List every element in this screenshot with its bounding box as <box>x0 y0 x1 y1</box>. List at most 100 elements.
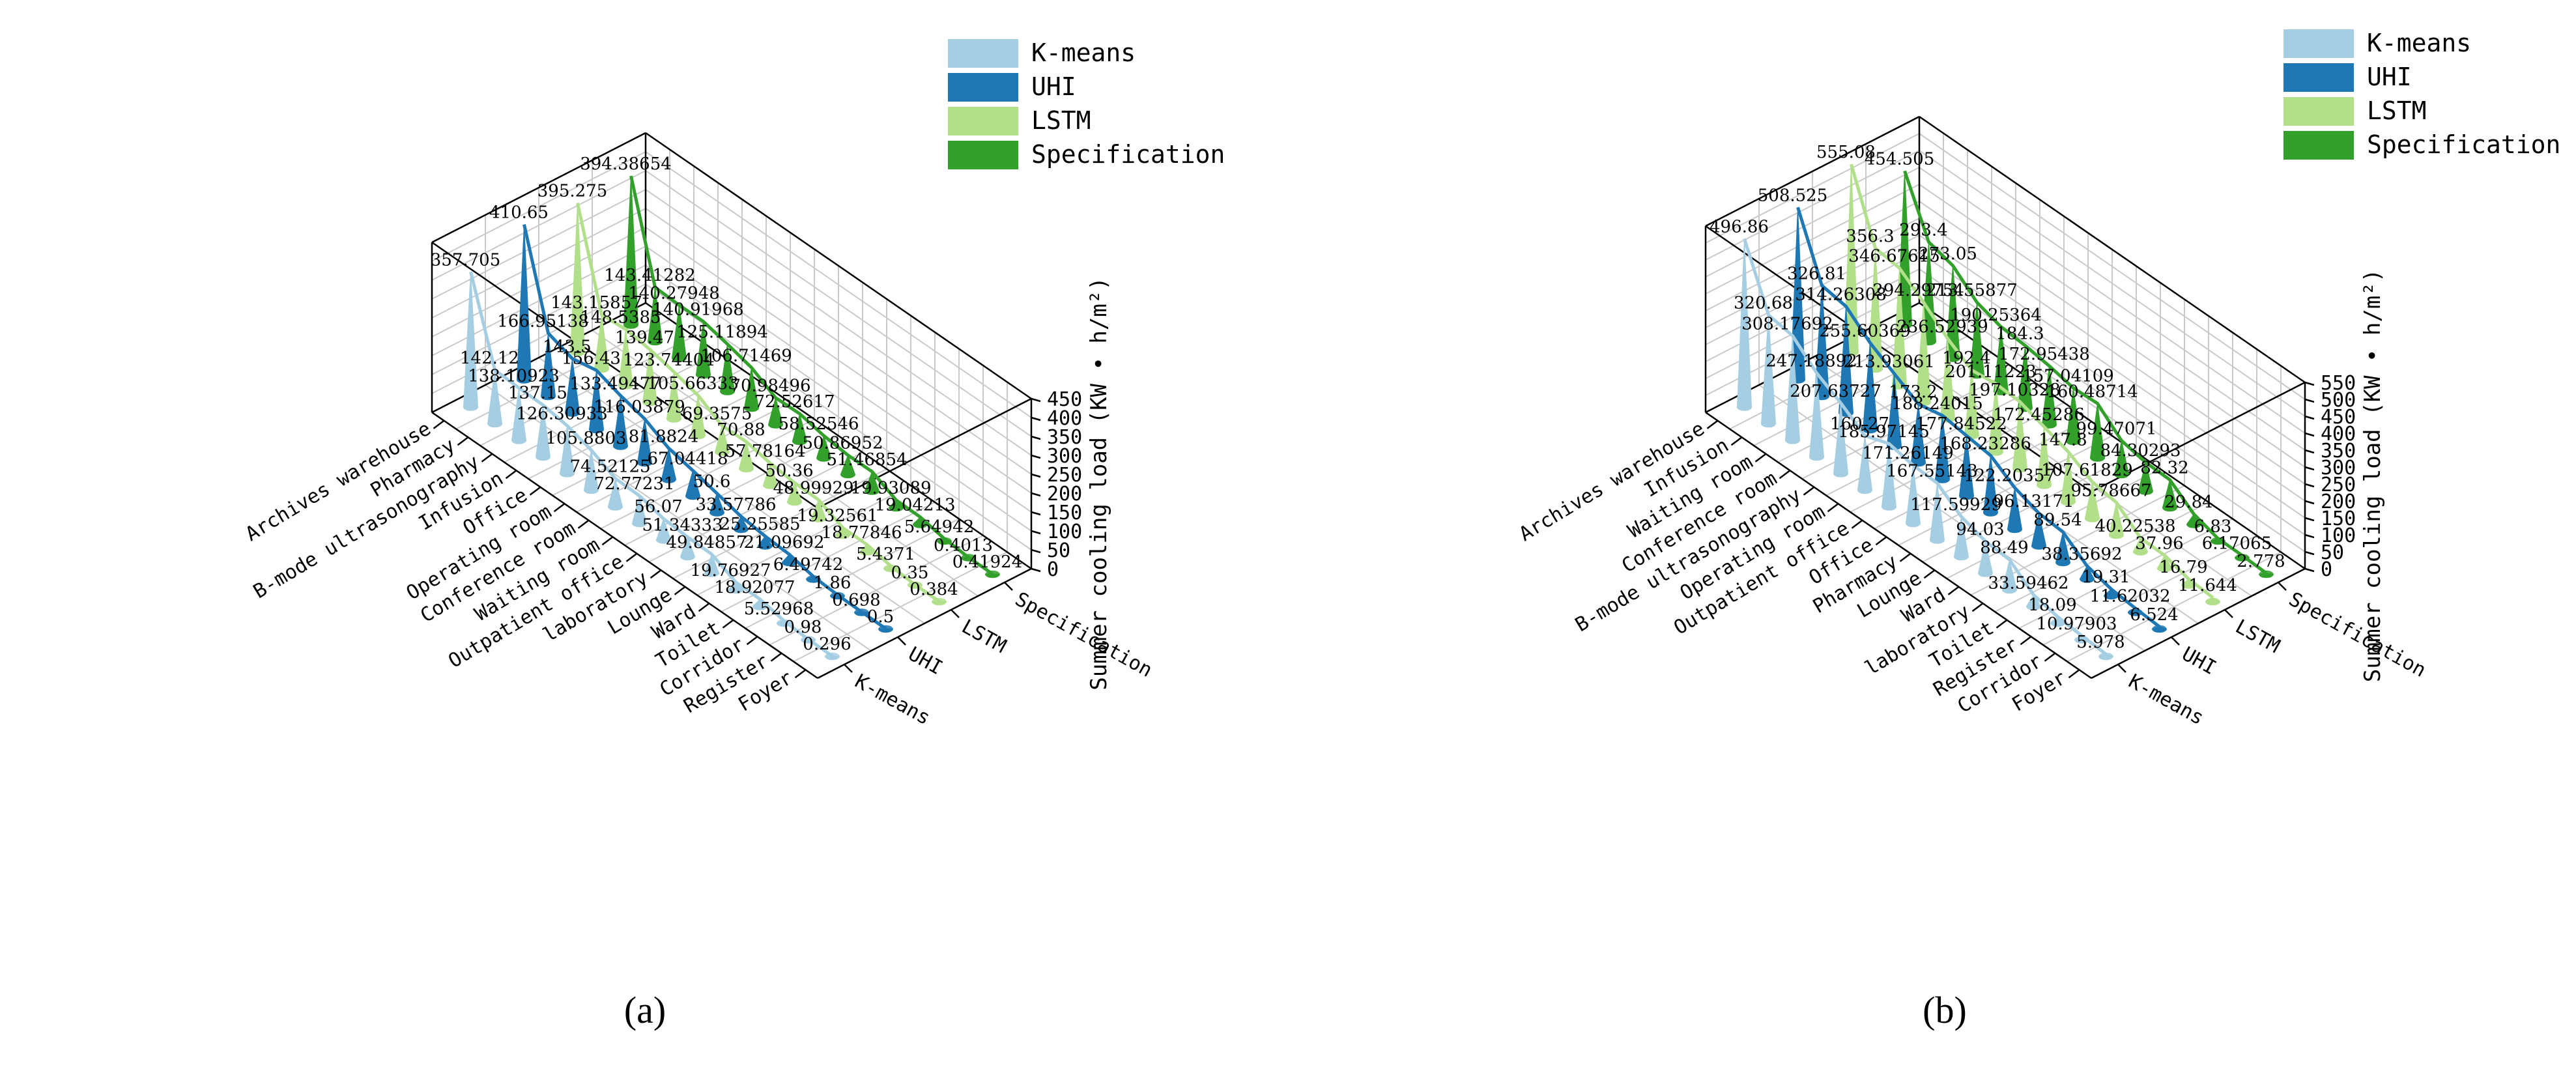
panel-label: (b) <box>1923 989 1967 1031</box>
data-label: 48.99929 <box>773 478 853 498</box>
z-tick-label: 400 <box>2321 423 2356 446</box>
bar-base <box>763 481 778 489</box>
category-tick <box>794 669 807 679</box>
z-tick <box>1031 397 1041 403</box>
bar-base <box>816 454 831 462</box>
bar-base <box>889 504 904 511</box>
data-label: 308.17692 <box>1741 314 1833 334</box>
data-labels: 394.38654 143.41282140.27948140.91968125.… <box>431 154 1023 654</box>
legend-label: LSTM <box>2367 96 2427 125</box>
bar-base <box>792 437 807 445</box>
axis-edge <box>645 302 1032 570</box>
data-label: 167.55143 <box>1886 462 1978 481</box>
bar-base <box>739 464 754 472</box>
legend-label: LSTM <box>1031 106 1091 135</box>
data-label: 21.09692 <box>743 533 824 552</box>
axis-edge <box>1705 411 2092 679</box>
bar-base <box>1833 470 1848 477</box>
bar-base <box>2162 504 2177 511</box>
category-tick <box>481 453 493 463</box>
data-label: 148.5385 <box>580 308 661 328</box>
z-tick-label: 250 <box>1047 464 1082 487</box>
bar-base <box>715 448 730 456</box>
bar-base <box>2109 531 2124 539</box>
data-label: 172.45286 <box>1993 405 2085 425</box>
z-tick <box>2304 550 2315 556</box>
axis-edge <box>645 132 1032 400</box>
category-tick <box>457 436 469 446</box>
data-label: 107.61829 <box>2041 461 2133 480</box>
data-label: 0.296 <box>803 634 851 654</box>
series-tick-label: LSTM <box>2231 615 2283 658</box>
category-tick <box>529 486 541 496</box>
legend-label: K-means <box>2367 29 2471 57</box>
data-label: 82.32 <box>2140 458 2188 477</box>
data-label: 123.74404 <box>623 350 715 370</box>
bar-base <box>835 531 850 539</box>
data-label: 190.25364 <box>1950 306 2042 325</box>
bar-base <box>661 476 676 483</box>
data-label: 49.84857 <box>666 533 747 552</box>
panel-label: (a) <box>624 989 666 1031</box>
bar-base <box>642 398 657 406</box>
data-label: 147.8 <box>2039 430 2087 449</box>
data-label: 11.644 <box>2178 576 2237 595</box>
data-label: 192.4 <box>1942 349 1990 368</box>
bar-base <box>2031 542 2046 550</box>
axis-edge <box>2091 567 2306 679</box>
bar-base <box>2152 625 2167 633</box>
bar-base <box>685 492 700 500</box>
bar-base <box>1978 569 1993 577</box>
bar-base <box>666 415 681 423</box>
data-label: 67.04418 <box>647 449 728 468</box>
data-label: 5.4371 <box>856 545 915 564</box>
data-label: 294.29754 <box>1872 281 1964 300</box>
z-tick-label: 50 <box>1047 539 1070 562</box>
z-tick-label: 550 <box>2321 372 2356 395</box>
floor-gridline <box>1812 357 2199 624</box>
data-label: 137.15 <box>508 384 567 403</box>
data-label: 89.54 <box>2033 511 2082 530</box>
data-label: 185.97145 <box>1838 422 1930 442</box>
z-tick <box>2304 449 2315 454</box>
legend-swatch <box>948 39 1018 68</box>
category-tick <box>1706 420 1719 429</box>
data-label: 1.86 <box>814 573 852 593</box>
category-tick <box>553 503 565 513</box>
data-label: 74.52125 <box>569 457 650 477</box>
data-label: 84.30293 <box>2100 441 2181 461</box>
data-label: 346.67615 <box>1848 246 1940 266</box>
z-tick <box>1031 511 1041 516</box>
bar-base <box>1857 486 1872 494</box>
series-tick-label: Specification <box>2285 588 2429 681</box>
axis-box <box>431 132 1033 679</box>
legend-label: UHI <box>1031 72 1076 101</box>
data-label: 320.68 <box>1734 293 1793 313</box>
axis-edge <box>431 132 646 244</box>
legend: K-means UHI LSTM Specification <box>948 38 1225 169</box>
series-line <box>629 175 994 576</box>
bar-base <box>2205 597 2220 605</box>
bar-base <box>1863 425 1878 433</box>
category-tick <box>770 652 782 662</box>
z-tick-label: 0 <box>1047 558 1059 581</box>
series-tick-label: Specification <box>1011 588 1156 681</box>
axis-edge <box>1705 115 1920 227</box>
z-tick <box>2304 466 2315 471</box>
z-tick <box>2304 398 2315 403</box>
category-tick <box>1875 536 1887 546</box>
data-label: 0.41924 <box>952 552 1023 572</box>
data-label: 19.93089 <box>850 479 931 498</box>
bar-base <box>2080 575 2095 583</box>
bar-base <box>865 487 880 495</box>
bar-base <box>734 525 749 533</box>
bar-base <box>704 569 719 577</box>
data-label: 33.59462 <box>1988 573 2068 593</box>
category-tick <box>1923 569 1936 579</box>
data-label: 140.91968 <box>652 300 744 320</box>
data-label: 96.13171 <box>1993 492 2074 511</box>
data-label: 88.49 <box>1980 538 2028 558</box>
z-tick <box>1031 492 1041 497</box>
series-line <box>1796 207 2161 628</box>
